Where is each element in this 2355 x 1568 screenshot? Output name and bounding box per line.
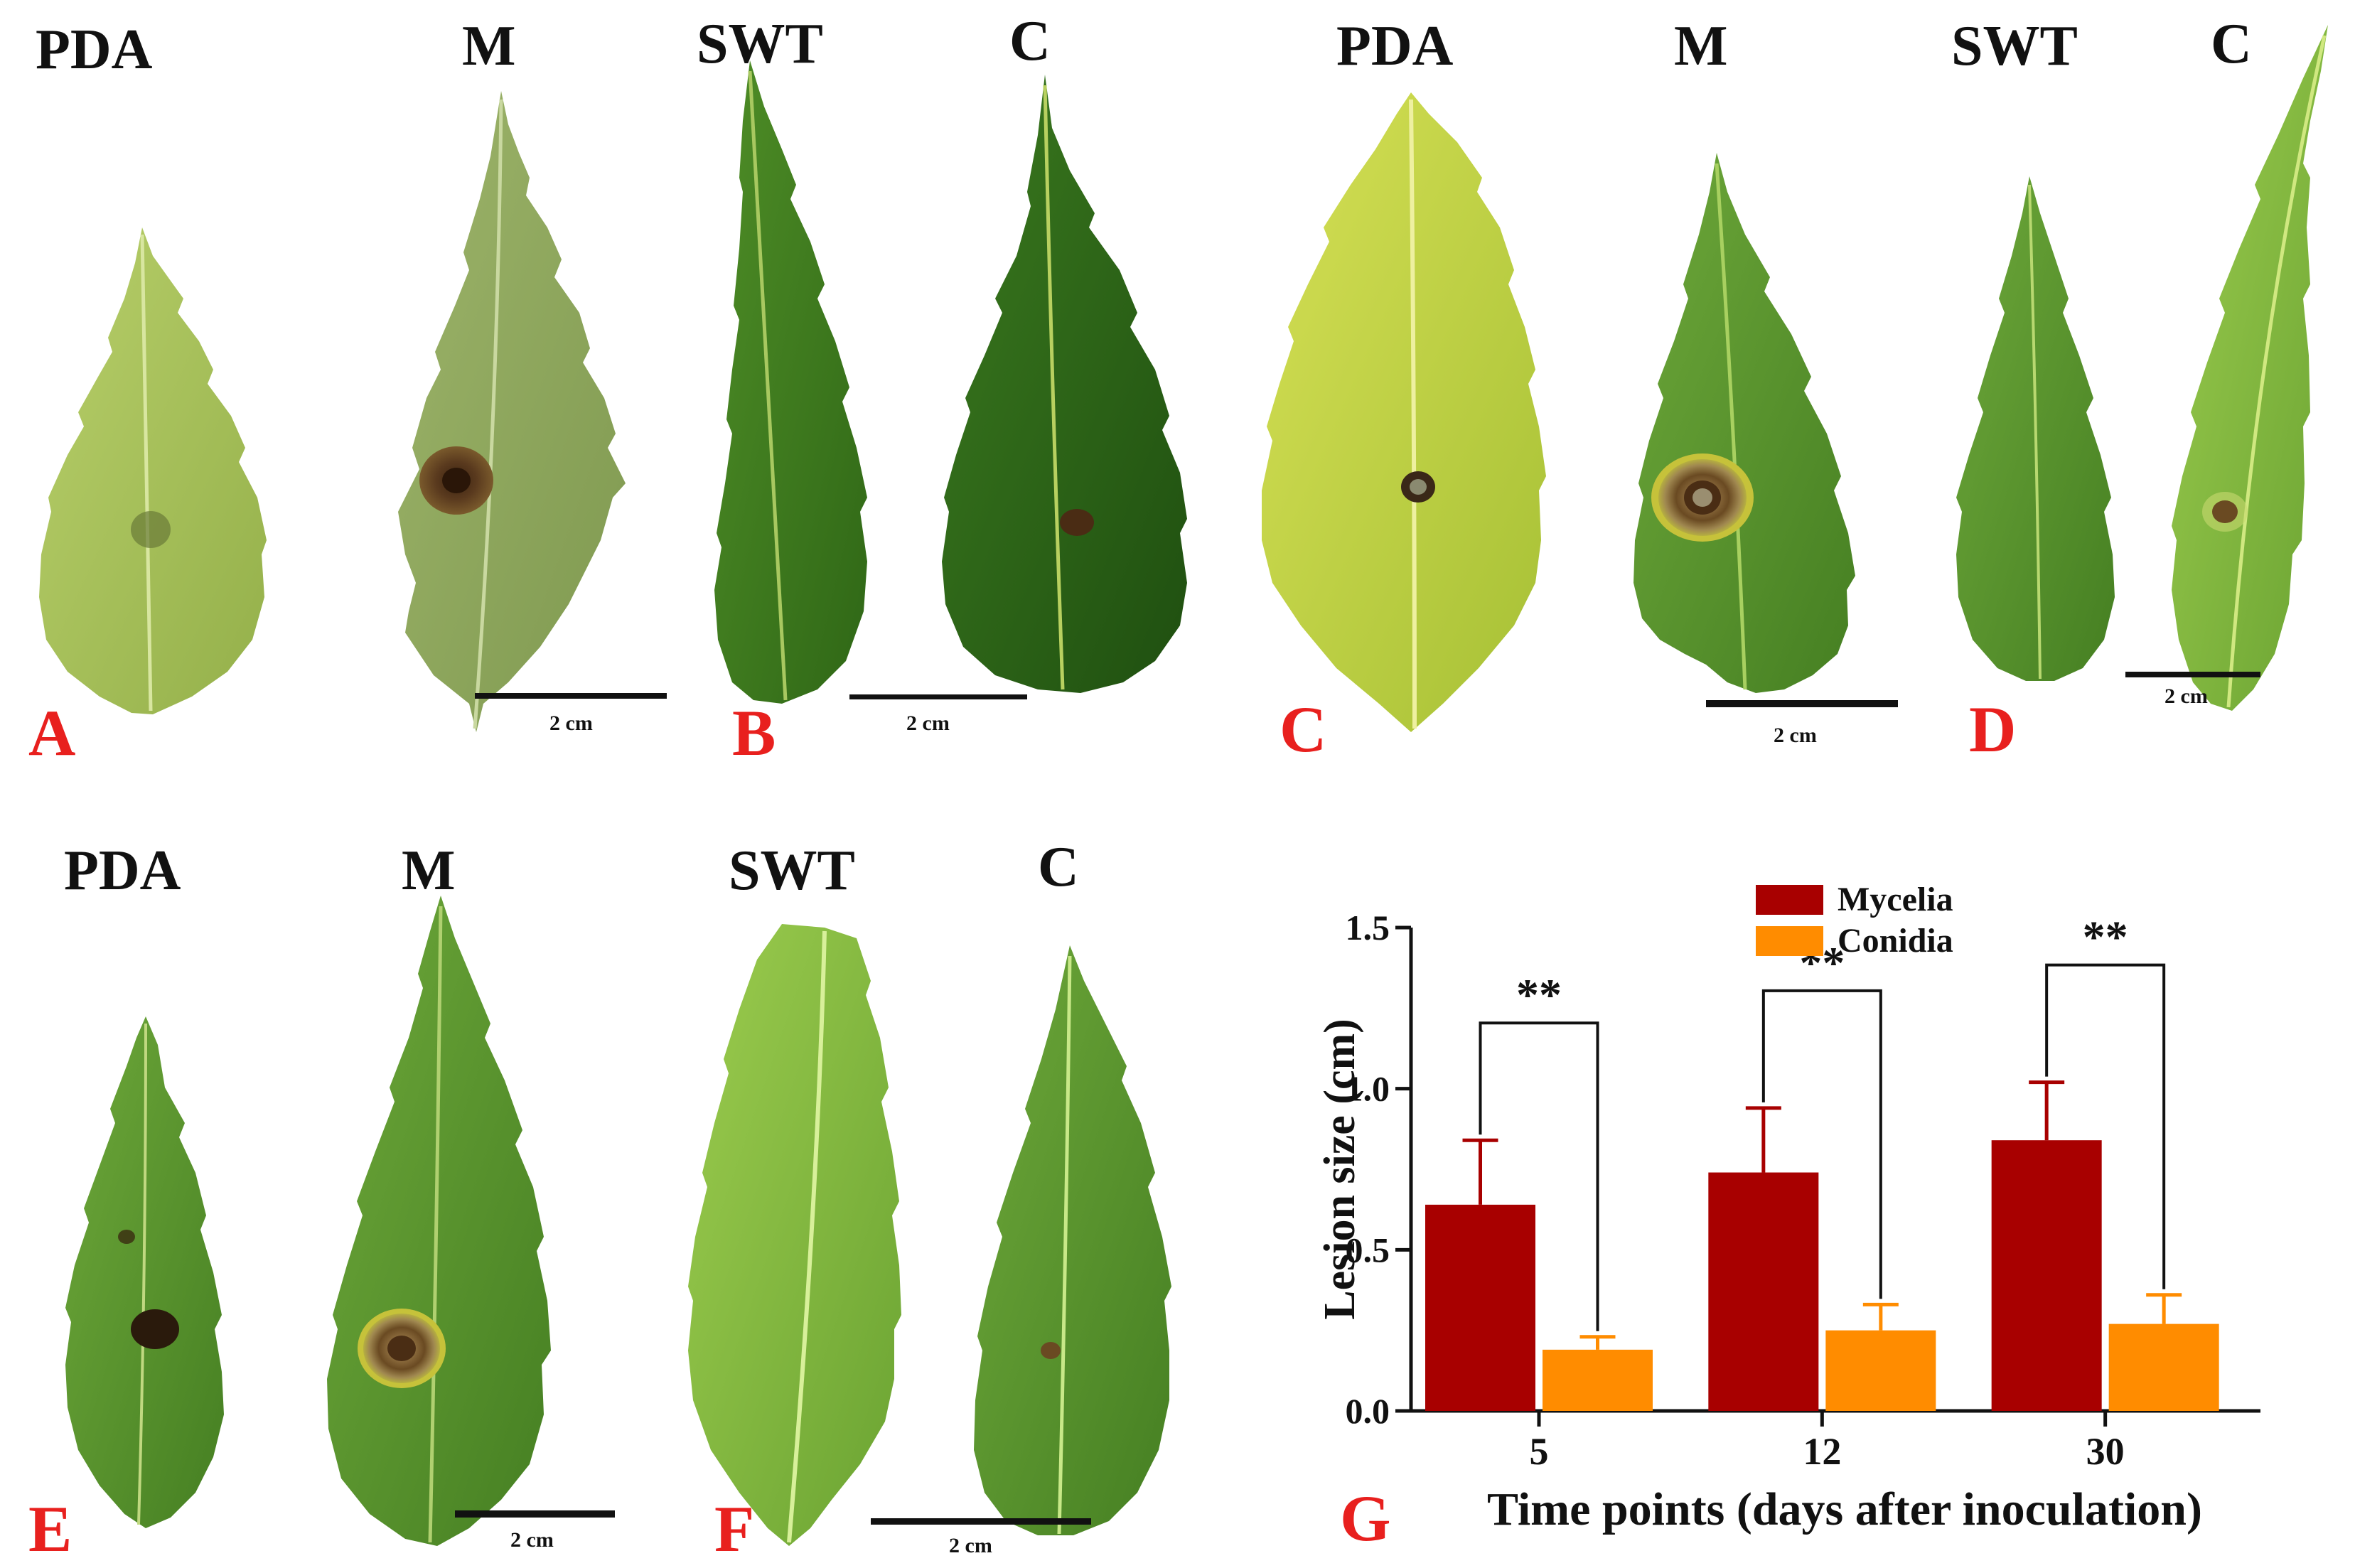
panel-letter-e: E [28,1493,73,1565]
label-pda-c: PDA [1336,15,1454,77]
bar-mycelia-5 [1425,1204,1535,1411]
leaf-a-m [398,91,667,732]
y-tick-label-2: 1.0 [1346,1069,1390,1109]
leaf-d-c [2125,25,2328,711]
leaf-e-pda [65,1016,224,1528]
leaf-c-pda [1262,92,1546,732]
panel-letter-b: B [732,697,776,769]
label-pda-a: PDA [36,18,153,81]
leaf-d-swt [1956,176,2115,681]
x-tick-label-2: 30 [2086,1430,2125,1473]
leaf-a-pda [39,227,267,714]
bar-mycelia-30 [1991,1140,2102,1411]
bar-conidia-5 [1543,1349,1653,1411]
scale-a: 2 cm [549,711,593,735]
label-m-c: M [1674,15,1728,77]
legend-swatch-conidia [1756,926,1823,956]
significance-bracket-5 [1479,1021,1599,1331]
panel-letter-c: C [1280,693,1327,766]
legend-swatch-mycelia [1756,885,1823,915]
chart-legend: Mycelia Conidia [1756,881,1953,960]
leaf-c-m [1634,153,1898,707]
chart-axes: 0.0 0.5 1.0 1.5 5 12 30 [1346,908,2260,1473]
x-tick-label-1: 12 [1803,1430,1841,1473]
significance-bracket-30 [2045,963,2166,1289]
scale-f: 2 cm [949,1534,992,1557]
y-tick-label-0: 0.0 [1346,1391,1390,1431]
label-pda-e: PDA [64,839,181,902]
panel-letter-d: D [1969,693,2017,766]
scale-e: 2 cm [510,1528,554,1552]
y-tick-label-3: 1.5 [1346,908,1390,947]
scale-d: 2 cm [2164,684,2208,708]
scale-c: 2 cm [1774,724,1817,747]
label-swt-b: SWT [697,13,823,75]
bar-conidia-30 [2108,1323,2219,1411]
label-swt-f: SWT [729,839,855,902]
leaf-f-c [871,945,1171,1535]
label-m-e: M [402,839,456,902]
panel-letter-f: F [714,1493,755,1565]
scale-b: 2 cm [906,711,950,735]
x-axis-title: Time points (days after inoculation) [1487,1483,2202,1535]
legend-label-mycelia: Mycelia [1838,881,1953,918]
leaf-f-swt [688,924,901,1546]
significance-label-5: ** [1516,970,1562,1020]
significance-label-30: ** [2083,912,2128,962]
label-c-f: C [1038,836,1079,898]
chart-bars [1425,1140,2219,1411]
panel-letter-g: G [1340,1482,1391,1554]
bar-conidia-12 [1825,1330,1936,1411]
bar-mycelia-12 [1708,1172,1819,1411]
leaf-e-m [327,896,615,1546]
label-c-d: C [2211,13,2252,75]
significance-bracket-12 [1761,989,1882,1299]
chart-significance: ****** [1479,912,2166,1331]
legend-label-conidia: Conidia [1838,922,1953,960]
label-swt-d: SWT [1951,15,2078,77]
y-axis-title: Lesion size (cm) [1316,1019,1364,1320]
chart-text: Lesion size (cm) Time points (days after … [1316,1019,2202,1535]
label-m-a: M [462,15,516,77]
label-c-b: C [1009,10,1051,73]
panel-letter-a: A [28,697,76,769]
y-tick-label-1: 0.5 [1346,1230,1390,1269]
x-tick-label-0: 5 [1530,1430,1549,1473]
leaf-b-c [849,75,1187,699]
leaf-b-swt [714,60,867,704]
chart-error-bars [1462,1080,2182,1350]
